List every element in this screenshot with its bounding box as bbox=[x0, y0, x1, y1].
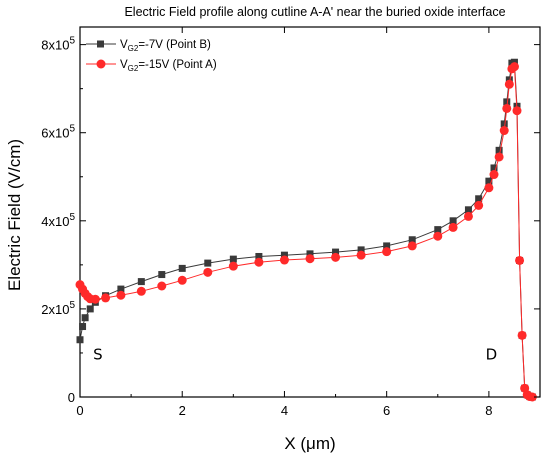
data-point bbox=[101, 293, 111, 303]
data-point bbox=[383, 242, 391, 250]
data-point bbox=[137, 278, 145, 286]
legend-label: VG2=-7V (Point B) bbox=[120, 39, 211, 53]
series-2 bbox=[75, 62, 537, 402]
legend-marker bbox=[97, 40, 104, 48]
data-point bbox=[527, 392, 537, 402]
data-point bbox=[203, 267, 213, 277]
y-tick-label: 8x105 bbox=[41, 36, 75, 53]
data-point bbox=[500, 120, 508, 128]
data-point bbox=[433, 231, 443, 241]
data-point bbox=[204, 259, 212, 267]
data-point bbox=[504, 79, 514, 89]
data-point bbox=[356, 250, 366, 260]
data-point bbox=[228, 261, 238, 271]
series-1 bbox=[76, 58, 536, 401]
y-axis-label: Electric Field (V/cm) bbox=[5, 139, 24, 291]
data-point bbox=[517, 330, 527, 340]
x-tick-label: 6 bbox=[383, 403, 390, 418]
y-tick-label: 2x105 bbox=[41, 300, 75, 317]
data-point bbox=[158, 271, 166, 279]
data-point bbox=[229, 255, 237, 263]
data-point bbox=[515, 255, 525, 265]
data-point bbox=[279, 255, 289, 265]
data-point bbox=[280, 251, 288, 259]
x-tick-label: 8 bbox=[485, 403, 492, 418]
data-point bbox=[448, 222, 458, 232]
data-point bbox=[407, 241, 417, 251]
data-point bbox=[81, 314, 89, 322]
series-layer bbox=[75, 58, 537, 402]
plot-border bbox=[79, 26, 541, 398]
data-point bbox=[116, 290, 126, 300]
data-point bbox=[408, 236, 416, 244]
data-point bbox=[254, 257, 264, 267]
data-point bbox=[117, 285, 125, 293]
axes: 0 2 4 6 8 0 2x105 4x105 6x105 8x105 bbox=[41, 27, 540, 418]
data-point bbox=[136, 286, 146, 296]
data-point bbox=[434, 226, 442, 234]
x-tick-label: 0 bbox=[76, 403, 83, 418]
series-line bbox=[79, 65, 533, 398]
data-point bbox=[331, 252, 341, 262]
data-point bbox=[490, 164, 498, 172]
data-point bbox=[255, 252, 263, 260]
data-point bbox=[178, 264, 186, 272]
y-tick-label: 4x105 bbox=[41, 212, 75, 229]
y-tick-label: 6x105 bbox=[41, 124, 75, 141]
data-point bbox=[76, 336, 84, 344]
x-axis-label: X (μm) bbox=[284, 434, 335, 453]
data-point bbox=[484, 183, 494, 193]
x-tick-label: 4 bbox=[281, 403, 288, 418]
data-point bbox=[474, 200, 484, 210]
data-point bbox=[495, 146, 503, 154]
data-point bbox=[332, 248, 340, 256]
data-point bbox=[489, 170, 499, 180]
data-point bbox=[382, 247, 392, 257]
legend-marker bbox=[96, 59, 106, 69]
data-point bbox=[502, 103, 512, 113]
data-point bbox=[157, 281, 167, 291]
data-point bbox=[512, 106, 522, 116]
data-point bbox=[306, 250, 314, 258]
data-point bbox=[449, 217, 457, 225]
data-point bbox=[86, 305, 94, 313]
data-point bbox=[79, 323, 87, 331]
data-point bbox=[494, 152, 504, 162]
data-point bbox=[475, 195, 483, 203]
data-point bbox=[485, 177, 493, 185]
data-point bbox=[503, 98, 511, 106]
y-tick-label: 0 bbox=[68, 390, 75, 405]
data-point bbox=[464, 206, 472, 214]
data-point bbox=[305, 254, 315, 264]
plot-area bbox=[79, 26, 541, 398]
chart-title: Electric Field profile along cutline A-A… bbox=[124, 5, 505, 19]
data-point bbox=[357, 246, 365, 254]
series-line bbox=[79, 61, 533, 398]
data-point bbox=[499, 126, 509, 136]
legend: VG2=-7V (Point B) VG2=-15V (Point A) bbox=[86, 39, 217, 73]
annotation-s: S bbox=[93, 346, 103, 364]
x-tick-label: 2 bbox=[179, 403, 186, 418]
data-point bbox=[463, 211, 473, 221]
legend-label: VG2=-15V (Point A) bbox=[120, 59, 217, 73]
data-point bbox=[90, 294, 100, 304]
annotation-d: D bbox=[486, 346, 498, 364]
data-point bbox=[177, 275, 187, 285]
data-point bbox=[509, 62, 519, 72]
